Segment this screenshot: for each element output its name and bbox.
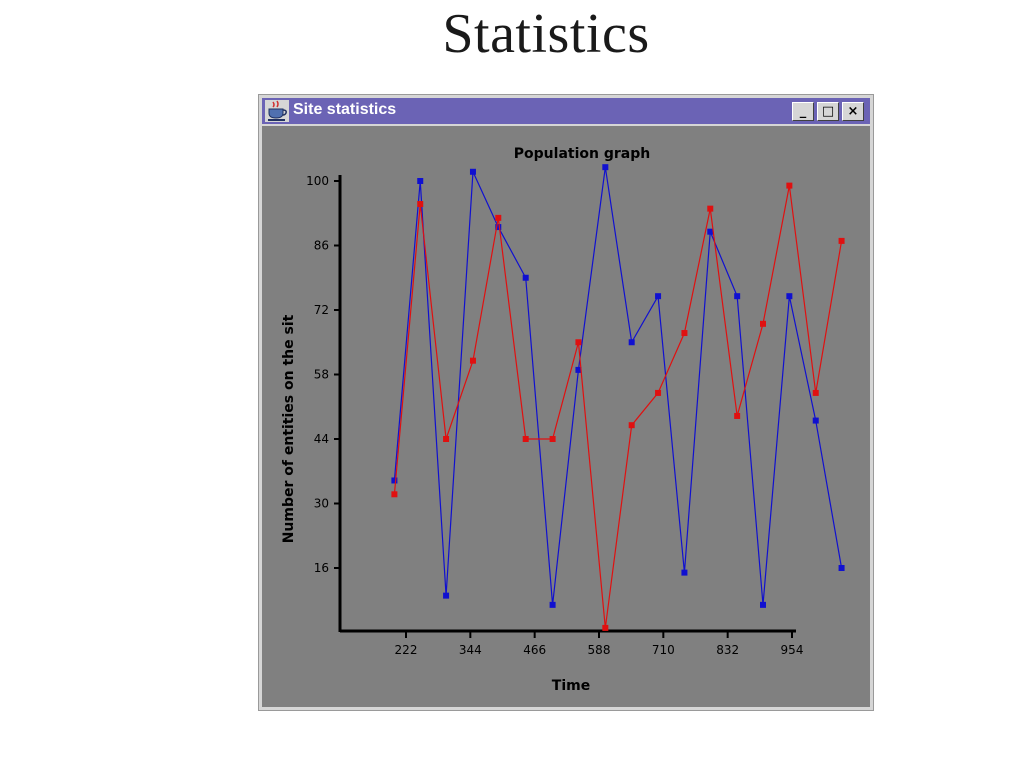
- window-title: Site statistics: [293, 101, 397, 118]
- y-axis-label: Number of entities on the sit: [281, 314, 297, 543]
- plot-panel: Population graph Time Number of entities…: [262, 126, 870, 707]
- y-tick-label: 16: [314, 561, 329, 575]
- data-point-blue: [812, 417, 819, 424]
- x-tick-label: 222: [395, 643, 418, 657]
- x-tick-label: 588: [588, 643, 611, 657]
- slide-title: Statistics: [442, 3, 650, 65]
- data-point-blue: [522, 274, 529, 281]
- data-point-red: [443, 436, 450, 442]
- data-point-red: [495, 214, 502, 221]
- data-point-blue: [628, 339, 635, 346]
- data-point-red: [681, 330, 688, 337]
- data-point-blue: [602, 164, 609, 171]
- data-point-blue: [681, 569, 688, 576]
- maximize-button[interactable]: □: [817, 102, 839, 121]
- data-point-blue: [786, 293, 793, 300]
- data-point-blue: [443, 592, 450, 599]
- site-statistics-window: Site statistics _ □ × Population graph T…: [258, 94, 874, 711]
- data-point-blue: [549, 601, 556, 608]
- data-point-red: [655, 389, 662, 396]
- x-tick-label: 466: [523, 643, 546, 657]
- data-point-red: [417, 201, 424, 208]
- data-point-red: [602, 624, 609, 631]
- minimize-button[interactable]: _: [792, 102, 814, 121]
- data-point-red: [391, 491, 398, 498]
- series-line-blue: [393, 167, 843, 605]
- data-point-red: [628, 422, 635, 429]
- data-point-red: [786, 182, 793, 189]
- y-tick-label: 86: [314, 239, 329, 253]
- data-point-red: [522, 436, 529, 442]
- chart-title: Population graph: [514, 146, 650, 162]
- java-cup-icon: [265, 100, 289, 122]
- data-point-red: [838, 237, 845, 244]
- data-point-red: [575, 339, 582, 346]
- y-tick-label: 44: [314, 432, 329, 446]
- x-axis-label: Time: [552, 678, 590, 694]
- data-point-red: [734, 412, 741, 419]
- data-point-blue: [469, 168, 476, 175]
- x-tick-label: 954: [781, 643, 804, 657]
- data-point-blue: [391, 477, 398, 484]
- x-tick-label: 344: [459, 643, 482, 657]
- data-point-red: [759, 320, 766, 327]
- data-point-blue: [734, 293, 741, 300]
- window-titlebar[interactable]: Site statistics _ □ ×: [262, 98, 870, 124]
- y-tick-label: 58: [314, 368, 329, 382]
- data-point-blue: [759, 601, 766, 608]
- data-point-blue: [707, 228, 714, 235]
- series-line-red: [393, 185, 843, 628]
- close-button[interactable]: ×: [842, 102, 864, 121]
- data-point-red: [549, 436, 556, 442]
- data-point-red: [707, 205, 714, 212]
- data-point-red: [812, 389, 819, 396]
- data-point-blue: [417, 178, 424, 184]
- data-point-blue: [495, 224, 502, 231]
- y-tick-label: 100: [306, 174, 329, 188]
- data-point-red: [469, 357, 476, 364]
- data-point-blue: [575, 366, 582, 373]
- x-tick-label: 832: [716, 643, 739, 657]
- y-tick-label: 72: [314, 303, 329, 317]
- data-point-blue: [655, 293, 662, 300]
- data-point-blue: [838, 565, 845, 571]
- y-tick-label: 30: [314, 497, 329, 511]
- x-tick-label: 710: [652, 643, 675, 657]
